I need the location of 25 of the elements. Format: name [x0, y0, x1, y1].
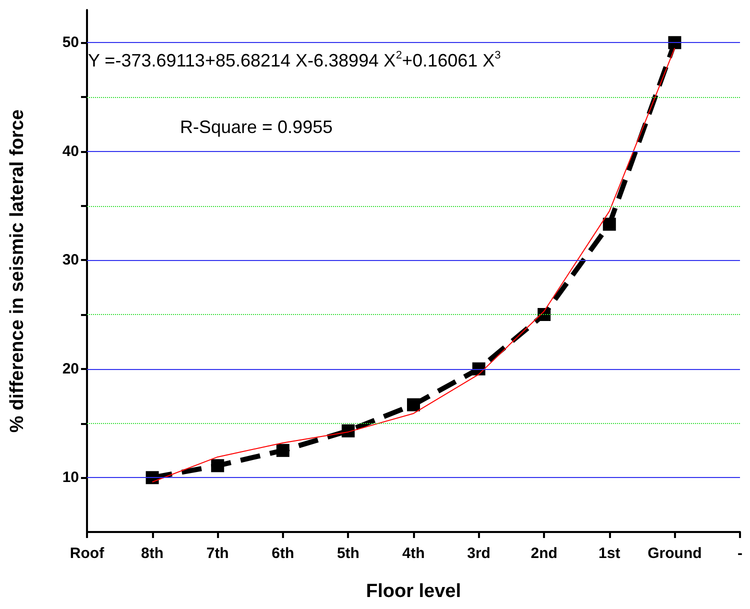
point [276, 444, 290, 457]
x-tick-label: 5th [336, 545, 360, 562]
y-tick-label: 30 [62, 252, 79, 269]
x-tick-label: 8th [141, 545, 164, 562]
x-axis-title: Floor level [366, 581, 462, 602]
x-tick-label: 4th [402, 545, 425, 562]
y-tick-label: 50 [62, 34, 79, 52]
x-tick-label: 1st [598, 545, 620, 562]
x-tick-label: 3rd [467, 545, 490, 562]
x-tick-label: 2nd [530, 545, 558, 562]
point [342, 424, 355, 438]
x-tick-label: Roof [70, 545, 106, 562]
x-tick-label: 6th [272, 545, 294, 562]
annotation: R-Square = 0.9955 [180, 117, 333, 137]
point [668, 36, 682, 50]
point [407, 398, 420, 412]
y-tick-label: 20 [62, 360, 79, 378]
x-tick-label: - [738, 545, 742, 562]
point [211, 459, 224, 472]
y-tick-label: 40 [62, 142, 79, 160]
y-axis-title: % difference in seismic lateral force [7, 109, 28, 433]
point [602, 218, 616, 231]
x-tick-label: Ground [648, 545, 702, 562]
y-tick-label: 10 [62, 469, 79, 486]
x-tick-label: 7th [206, 545, 229, 562]
